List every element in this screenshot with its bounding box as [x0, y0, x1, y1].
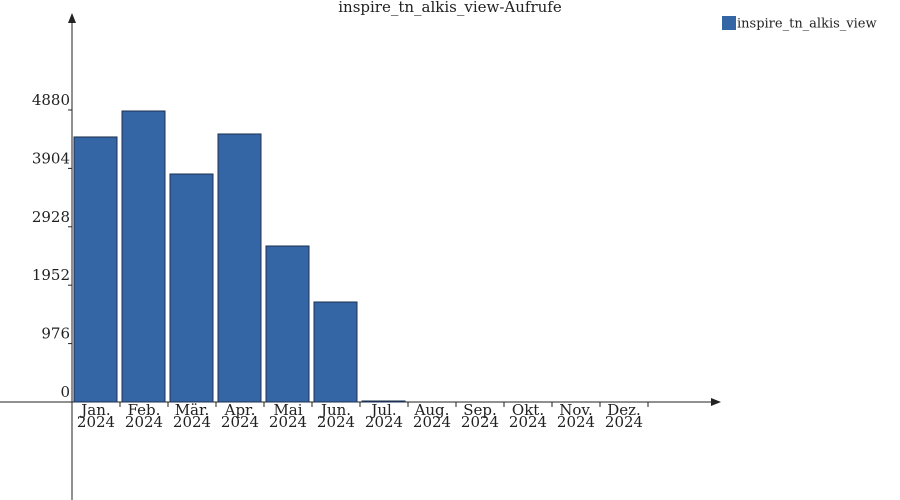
y-tick-label: 976: [41, 325, 70, 343]
x-tick-label: Nov. 2024: [556, 401, 596, 431]
legend-label: inspire_tn_alkis_view: [737, 17, 877, 32]
x-tick-label: Jan. 2024: [76, 401, 116, 431]
x-tick-label: Mai 2024: [268, 401, 308, 431]
x-tick-label: Mär. 2024: [172, 401, 212, 431]
x-tick-label: Dez. 2024: [604, 401, 644, 431]
x-tick-label: Jun. 2024: [316, 401, 356, 431]
x-tick-label: Feb. 2024: [124, 401, 164, 431]
x-tick-label: Sep. 2024: [460, 401, 500, 431]
y-tick-label: 4880: [32, 91, 70, 109]
bar: [73, 136, 118, 403]
y-axis-arrow: [68, 13, 76, 23]
legend-swatch: [722, 16, 736, 30]
x-tick-label: Aug. 2024: [412, 401, 452, 431]
y-tick-label: 2928: [32, 208, 70, 226]
bar: [121, 110, 166, 403]
y-tick-label: 1952: [32, 266, 70, 284]
bar: [169, 173, 214, 403]
x-tick-label: Apr. 2024: [220, 401, 260, 431]
x-axis-arrow: [711, 398, 721, 406]
bar: [217, 133, 262, 403]
x-tick-label: Jul. 2024: [364, 401, 404, 431]
bar: [265, 245, 310, 403]
x-tick-label: Okt. 2024: [508, 401, 548, 431]
y-tick-label: 3904: [32, 149, 70, 167]
chart-title: inspire_tn_alkis_view-Aufrufe: [338, 0, 562, 16]
y-tick-label: 0: [60, 383, 70, 401]
bar: [313, 301, 358, 403]
bar: [361, 400, 406, 403]
